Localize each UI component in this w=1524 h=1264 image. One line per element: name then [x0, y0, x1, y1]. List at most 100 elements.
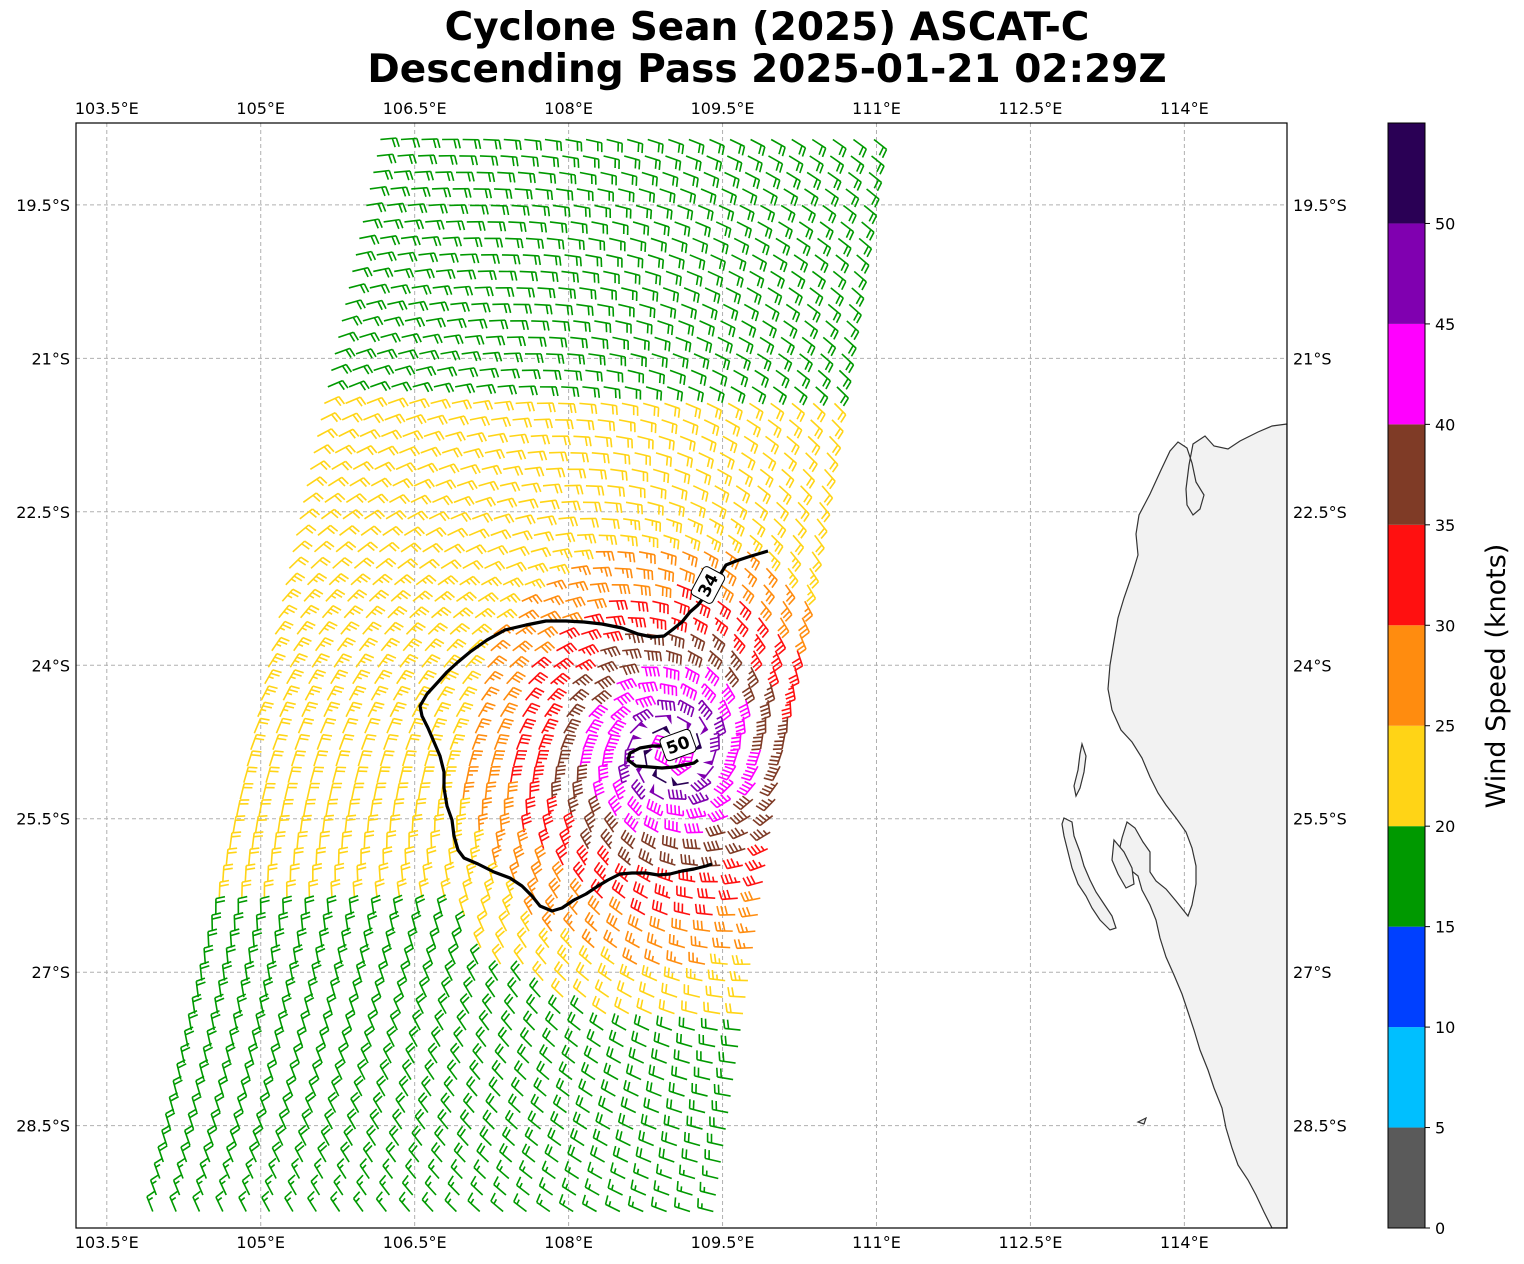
wind-barb: [489, 319, 509, 330]
colorbar-label: Wind Speed (knots): [1481, 544, 1512, 809]
wind-barb: [659, 188, 676, 204]
wind-barb: [308, 669, 326, 685]
wind-barb: [567, 237, 585, 251]
wind-barb: [419, 349, 440, 361]
wind-barb: [471, 623, 493, 635]
wind-barb: [638, 848, 654, 866]
wind-barb: [273, 830, 286, 849]
wind-barb: [455, 171, 475, 182]
wind-barb: [455, 702, 474, 718]
wind-barb: [775, 369, 790, 389]
wind-barb: [622, 648, 642, 659]
wind-barb: [465, 544, 487, 555]
wind-barb: [435, 479, 457, 490]
wind-barb: [705, 824, 726, 837]
wind-barb: [516, 287, 536, 298]
wind-barb: [261, 782, 276, 800]
wind-barb: [722, 567, 737, 587]
wind-barb: [765, 567, 778, 589]
wind-barb: [866, 188, 880, 208]
wind-barb: [757, 221, 773, 239]
wind-barb: [399, 653, 419, 668]
wind-barb: [742, 875, 763, 887]
wind-barb: [397, 153, 417, 165]
wind-barb: [525, 796, 536, 816]
wind-barb: [302, 492, 324, 503]
wind-barb: [378, 862, 389, 882]
wind-barb: [407, 203, 428, 214]
wind-barb: [786, 171, 801, 190]
wind-barb: [826, 452, 839, 473]
wind-barb: [759, 336, 775, 355]
wind-barb: [396, 669, 415, 685]
wind-barb: [576, 844, 589, 866]
dirk-hartog-island: [1061, 817, 1117, 931]
wind-barb: [402, 430, 424, 441]
wind-barb: [669, 369, 686, 386]
wind-barb: [763, 584, 775, 605]
wind-barb: [561, 500, 581, 511]
wind-barb: [709, 138, 725, 156]
wind-barb: [533, 531, 555, 542]
wind-barb: [732, 795, 754, 811]
wind-barb: [340, 621, 360, 635]
wind-barb: [378, 541, 400, 553]
wind-barb: [718, 204, 735, 222]
wind-barb: [354, 766, 369, 783]
colorbar-tick-label: 30: [1435, 616, 1455, 635]
wind-barb: [303, 588, 324, 602]
wind-barb: [405, 622, 426, 635]
wind-barb: [830, 287, 844, 307]
wind-barb: [585, 485, 605, 496]
wind-barb: [387, 605, 408, 619]
wind-barb: [717, 336, 733, 354]
wind-barb: [770, 534, 784, 555]
wind-barb: [387, 397, 409, 408]
title-line-2: Descending Pass 2025-01-21 02:29Z: [367, 47, 1166, 92]
wind-barb: [499, 481, 521, 492]
wind-barb: [743, 303, 760, 322]
wind-barb: [244, 863, 256, 882]
wind-barb: [801, 336, 816, 356]
wind-barb: [639, 303, 656, 319]
wind-barb: [768, 551, 781, 572]
wind-barb: [644, 155, 661, 171]
wind-barb: [278, 604, 298, 619]
wind-barb: [548, 877, 561, 899]
wind-barb: [701, 303, 718, 321]
wind-barb: [372, 573, 393, 586]
wind-barb: [781, 468, 795, 489]
wind-barb: [225, 847, 238, 866]
wind-barb: [581, 628, 602, 641]
wind-barb: [293, 636, 312, 652]
wind-barb: [690, 369, 707, 386]
wind-barb: [722, 858, 743, 870]
wind-barb: [318, 830, 331, 849]
wind-barb: [463, 237, 483, 248]
wind-barb: [565, 596, 586, 608]
wind-barb: [845, 188, 860, 208]
wind-barb: [363, 412, 385, 424]
wind-barb: [605, 615, 626, 626]
wind-barb: [395, 462, 417, 473]
wind-barb: [499, 812, 511, 833]
wind-barb: [337, 846, 349, 866]
wind-barb: [352, 461, 374, 472]
wind-barb: [692, 485, 709, 502]
wind-barb: [313, 444, 335, 455]
wind-barb: [350, 782, 365, 800]
wind-barb: [328, 573, 349, 586]
lat-tick-label-left: 22.5°S: [16, 503, 70, 522]
wind-barb: [437, 366, 458, 377]
wind-barb: [308, 879, 319, 899]
wind-barb: [805, 452, 818, 473]
wind-barb: [531, 656, 552, 669]
wind-barb: [603, 155, 620, 169]
wind-barb: [706, 155, 723, 172]
wind-barb: [352, 364, 374, 375]
wind-barb: [462, 559, 484, 571]
wind-barb: [258, 798, 272, 816]
wind-barb: [735, 353, 751, 371]
wind-barb: [506, 671, 526, 685]
wind-barb: [640, 831, 657, 850]
